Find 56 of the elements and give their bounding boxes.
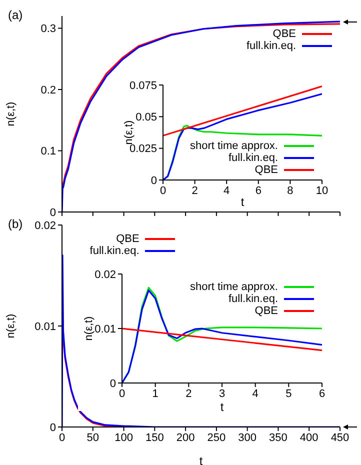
x-tick-label: 450 — [330, 432, 350, 444]
x-tick-label: 6 — [318, 388, 326, 400]
text: (a) — [8, 8, 23, 22]
legend-label: full.kin.eq. — [90, 245, 140, 257]
legend-label: QBE — [254, 164, 278, 176]
text: (b) — [8, 217, 23, 231]
x-tick-label: 2 — [186, 388, 192, 400]
y-axis-title: n(ε,t) — [4, 314, 17, 338]
x-axis-title: t — [220, 400, 224, 414]
y-axis-title: n(ε,t) — [4, 102, 17, 126]
x-axis-title: t — [240, 195, 245, 209]
x-tick-label: 4 — [252, 388, 258, 400]
x-tick-label: 4 — [224, 184, 230, 197]
legend-label: short time approx. — [190, 140, 278, 152]
legend-label: QBE — [272, 28, 296, 40]
legend-label: full.kin.eq. — [228, 292, 278, 305]
x-tick-label: 150 — [145, 432, 164, 444]
y-tick-label: 0.02 — [34, 220, 56, 232]
y-tick-label: 0 — [50, 422, 56, 434]
y-tick-label: 0.01 — [34, 320, 56, 333]
legend-label: QBE — [254, 304, 278, 317]
x-tick-label: 3 — [218, 388, 226, 400]
x-axis-title: t — [199, 454, 204, 465]
x-tick-label: 50 — [86, 432, 100, 444]
y-tick-label: 0 — [150, 174, 157, 187]
y-tick-label: 0.02 — [94, 268, 116, 281]
legend-label: QBE — [116, 233, 140, 245]
legend-label: short time approx. — [190, 280, 278, 293]
x-tick-label: 250 — [207, 432, 226, 444]
legend-label: full.kin.eq. — [228, 152, 278, 164]
x-tick-label: 8 — [287, 184, 294, 197]
y-tick-label: 0.1 — [40, 146, 56, 158]
x-tick-label: 5 — [286, 388, 292, 400]
x-tick-label: 100 — [114, 432, 133, 444]
x-tick-label: 0 — [58, 432, 66, 444]
y-tick-label: 0.05 — [136, 112, 157, 124]
y-tick-label: 0.075 — [129, 80, 157, 92]
y-tick-label: 0 — [50, 206, 56, 219]
x-tick-label: 400 — [300, 432, 318, 444]
x-tick-label: 0 — [160, 184, 166, 197]
x-tick-label: 6 — [255, 184, 262, 197]
x-tick-label: 300 — [238, 432, 257, 444]
y-tick-label: 0 — [110, 378, 116, 390]
legend-label: full.kin.eq. — [246, 40, 296, 52]
y-tick-label: 0.3 — [40, 23, 56, 36]
x-tick-label: 1 — [152, 388, 158, 400]
x-tick-label: 200 — [176, 432, 195, 444]
y-axis-title: n(ε,t) — [82, 316, 95, 341]
y-axis-title: n(ε,t) — [122, 120, 135, 145]
y-tick-label: 0.01 — [94, 323, 116, 336]
x-tick-label: 350 — [269, 432, 288, 444]
x-tick-label: 10 — [316, 184, 328, 197]
x-tick-label: 2 — [192, 184, 198, 197]
x-tick-label: 0 — [118, 388, 126, 400]
y-tick-label: 0.2 — [40, 84, 56, 96]
y-tick-label: 0.025 — [129, 143, 157, 156]
